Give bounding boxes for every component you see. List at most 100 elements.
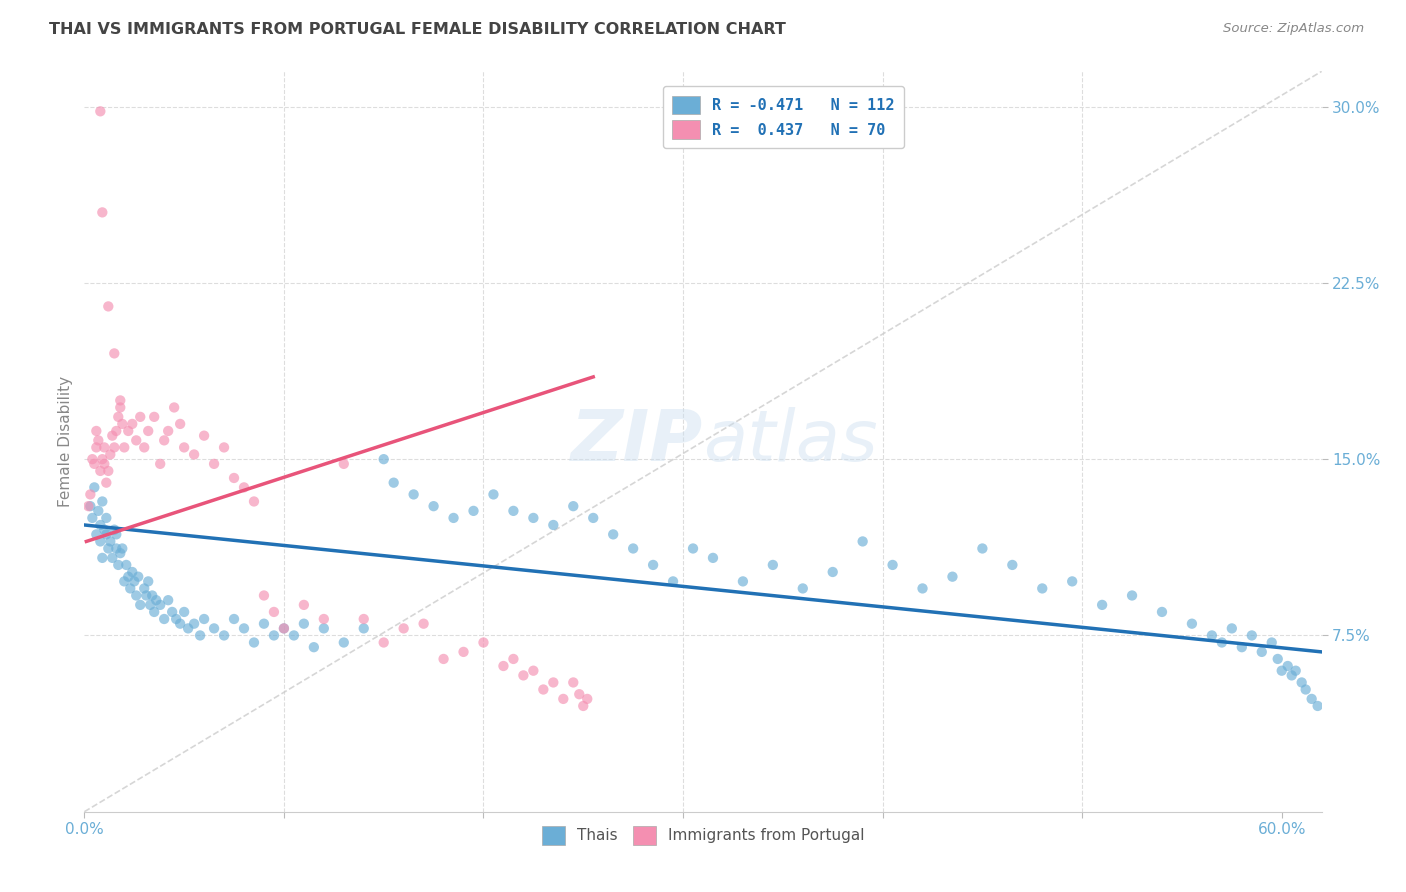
Point (292, 598, 315, 612)
Point (98, 447, 121, 461)
Point (105, 541, 128, 556)
Point (135, 589, 157, 603)
Point (83, 480, 105, 494)
Point (125, 589, 148, 603)
Point (105, 527, 128, 541)
Point (193, 428, 215, 442)
Point (110, 401, 132, 415)
Point (576, 692, 599, 706)
Point (392, 621, 415, 635)
Point (91, 550, 114, 565)
Point (412, 616, 434, 631)
Point (117, 424, 139, 438)
Point (97, 541, 120, 556)
Point (177, 621, 200, 635)
Point (353, 621, 375, 635)
Point (129, 598, 152, 612)
Point (165, 612, 187, 626)
Point (89, 464, 111, 478)
Point (453, 645, 475, 659)
Text: atlas: atlas (703, 407, 877, 476)
Point (86, 527, 108, 541)
Point (89, 518, 111, 533)
Point (1031, 582, 1053, 596)
Point (682, 541, 704, 556)
Point (96, 511, 118, 525)
Point (93, 457, 115, 471)
Point (145, 593, 167, 607)
Point (1062, 574, 1084, 589)
Point (333, 457, 356, 471)
Point (543, 518, 565, 533)
Point (243, 635, 266, 649)
Point (134, 441, 156, 455)
Point (77, 499, 100, 513)
Point (373, 635, 395, 649)
Point (149, 598, 172, 612)
Point (143, 605, 166, 619)
Point (1211, 635, 1233, 649)
Point (97, 299, 120, 313)
Point (312, 612, 335, 626)
Point (1306, 698, 1329, 713)
Point (253, 589, 276, 603)
Point (762, 558, 785, 572)
Point (243, 494, 266, 508)
Point (89, 534, 111, 549)
Point (83, 457, 105, 471)
Point (193, 612, 215, 626)
Point (312, 621, 335, 635)
Point (188, 628, 211, 642)
Point (91, 494, 114, 508)
Point (105, 424, 128, 438)
Point (112, 441, 135, 455)
Point (1250, 645, 1272, 659)
Point (522, 511, 544, 525)
Point (111, 417, 134, 431)
Point (79, 487, 101, 501)
Point (98, 534, 121, 549)
Point (1301, 692, 1323, 706)
Point (882, 558, 904, 572)
Point (273, 621, 295, 635)
Y-axis label: Female Disability: Female Disability (58, 376, 73, 508)
Point (120, 582, 142, 596)
Point (91, 205, 114, 219)
Point (1261, 635, 1284, 649)
Point (79, 499, 101, 513)
Point (125, 434, 148, 448)
Point (87, 434, 110, 448)
Point (1181, 616, 1204, 631)
Point (543, 675, 565, 690)
Point (122, 574, 145, 589)
Point (134, 582, 156, 596)
Point (253, 616, 276, 631)
Point (136, 424, 159, 438)
Point (1291, 675, 1313, 690)
Point (731, 574, 754, 589)
Point (169, 417, 191, 431)
Point (482, 487, 505, 501)
Point (121, 417, 143, 431)
Point (263, 628, 285, 642)
Point (202, 457, 225, 471)
Point (86, 441, 108, 455)
Point (173, 441, 195, 455)
Point (568, 687, 591, 701)
Point (110, 393, 132, 408)
Point (129, 409, 152, 424)
Point (792, 582, 814, 596)
Point (1271, 664, 1294, 678)
Point (702, 550, 724, 565)
Point (141, 589, 163, 603)
Point (163, 401, 186, 415)
Point (103, 346, 125, 360)
Point (115, 558, 138, 572)
Point (169, 616, 191, 631)
Point (1281, 668, 1303, 682)
Point (492, 659, 515, 673)
Point (972, 541, 994, 556)
Point (502, 504, 524, 518)
Text: ZIP: ZIP (571, 407, 703, 476)
Point (1220, 621, 1243, 635)
